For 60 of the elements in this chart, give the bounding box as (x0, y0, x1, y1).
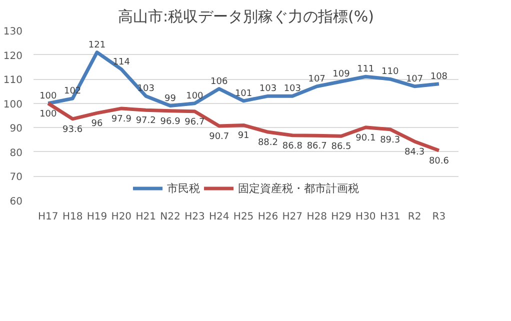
x-tick-label: H30 (356, 212, 376, 222)
data-label: 121 (88, 40, 106, 50)
data-label: 97.2 (136, 116, 156, 126)
data-label: 100 (186, 91, 204, 102)
x-tick-label: H23 (184, 212, 205, 222)
data-label: 96.7 (184, 117, 205, 128)
data-label: 90.1 (356, 133, 376, 144)
x-tick-label: H17 (38, 212, 58, 222)
data-label: 109 (332, 70, 350, 80)
x-tick-label: H24 (209, 212, 230, 222)
y-tick-label: 100 (3, 99, 23, 110)
data-label: 86.7 (306, 142, 327, 152)
data-label: 107 (406, 74, 424, 84)
data-label: 103 (284, 84, 302, 94)
x-tick-label: H18 (62, 212, 83, 222)
chart-title: 高山市:税収データ別稼ぐ力の指標(%) (118, 8, 374, 26)
x-tick-label: H31 (380, 212, 400, 222)
data-label: 91 (238, 131, 250, 142)
data-label: 108 (430, 72, 448, 82)
x-tick-label: H21 (136, 212, 156, 222)
x-tick-label: H29 (331, 212, 352, 222)
data-label: 88.2 (258, 138, 278, 148)
data-label: 84.3 (404, 147, 425, 158)
data-label: 86.8 (282, 141, 303, 152)
x-tick-label: H25 (233, 212, 254, 222)
data-label: 114 (112, 57, 130, 68)
x-tick-label: R3 (432, 212, 446, 222)
y-tick-label: 110 (3, 75, 23, 86)
legend-label: 固定資産税・都市計画税 (238, 180, 359, 196)
data-label: 96 (91, 119, 104, 130)
data-label: 80.6 (428, 156, 450, 166)
data-label: 110 (382, 67, 399, 78)
data-label: 111 (357, 64, 374, 75)
data-label: 106 (210, 76, 228, 87)
x-tick-label: H19 (86, 212, 108, 222)
y-tick-label: 70 (10, 172, 23, 184)
data-label: 97.9 (111, 114, 132, 124)
data-label: 96.9 (160, 116, 181, 127)
x-tick-label: H20 (111, 212, 132, 222)
x-tick-label: H28 (306, 212, 327, 222)
data-label: 93.6 (62, 124, 83, 135)
y-tick-label: 130 (3, 26, 23, 38)
x-tick-label: H27 (282, 212, 303, 222)
y-tick-label: 90 (10, 124, 23, 135)
x-tick-label: R2 (408, 212, 422, 222)
x-tick-label: H26 (258, 212, 278, 222)
data-label: 89.3 (380, 135, 400, 146)
data-label: 107 (308, 74, 326, 84)
y-tick-label: 60 (10, 196, 23, 208)
data-label: 90.7 (209, 132, 230, 142)
y-tick-label: 120 (3, 50, 23, 62)
x-tick-label: N22 (160, 212, 180, 222)
data-label: 86.5 (331, 142, 352, 152)
data-label: 101 (234, 88, 252, 99)
y-tick-label: 80 (10, 148, 23, 159)
legend-label: 市民税 (167, 180, 200, 196)
data-label: 103 (259, 84, 277, 94)
data-label: 100 (40, 109, 58, 120)
data-label: 100 (40, 91, 58, 102)
data-label: 99 (164, 94, 176, 104)
